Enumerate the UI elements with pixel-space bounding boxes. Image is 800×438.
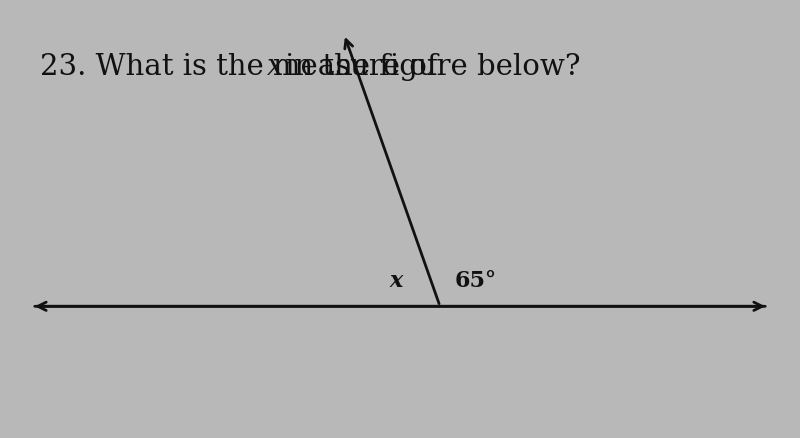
Text: in the figure below?: in the figure below?: [277, 53, 581, 81]
Text: x: x: [390, 269, 402, 291]
Text: 65°: 65°: [455, 269, 497, 291]
Text: 23. What is the measure of: 23. What is the measure of: [40, 53, 447, 81]
Text: x: x: [267, 53, 283, 81]
